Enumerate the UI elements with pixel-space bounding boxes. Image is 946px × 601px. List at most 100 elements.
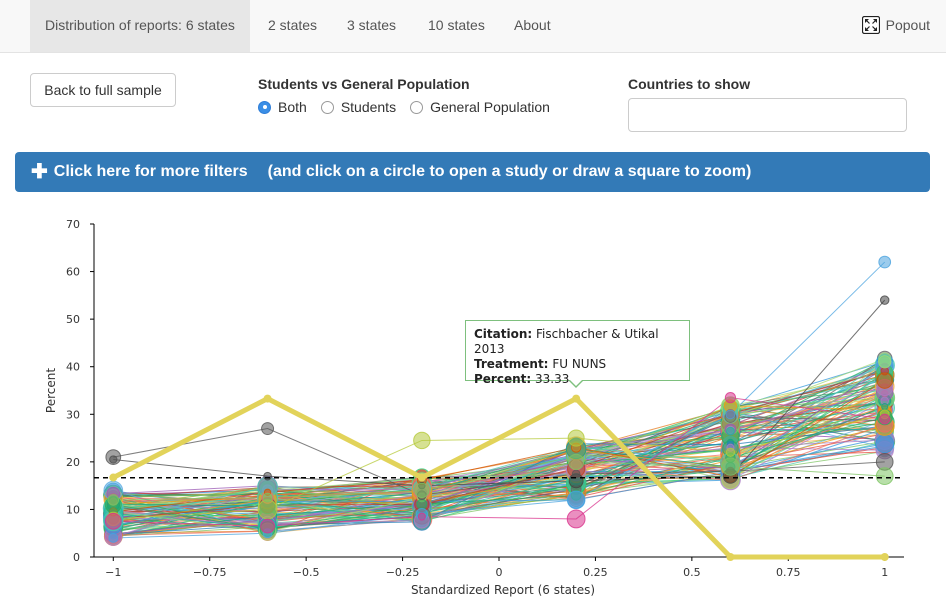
- series-point: [725, 409, 736, 420]
- series-line: [113, 371, 885, 523]
- countries-title: Countries to show: [628, 76, 751, 92]
- series-line: [113, 461, 885, 501]
- plus-icon: ✚: [31, 161, 48, 183]
- series-point: [104, 512, 122, 530]
- radio-circle[interactable]: [320, 100, 334, 114]
- tab-10-states[interactable]: 10 states: [428, 17, 485, 33]
- series-line: [113, 443, 885, 526]
- series-point: [721, 457, 740, 476]
- series-point: [876, 372, 893, 389]
- tooltip-arrow-inner: [569, 379, 583, 386]
- population-title: Students vs General Population: [258, 76, 470, 92]
- series-point: [105, 449, 122, 465]
- series-point: [414, 482, 430, 499]
- series-point: [416, 498, 428, 510]
- tab-about[interactable]: About: [514, 17, 551, 33]
- background-series-group: [113, 261, 886, 539]
- series-point: [879, 413, 891, 425]
- back-to-full-sample-button[interactable]: Back to full sample: [30, 73, 176, 107]
- radio-students[interactable]: Students: [320, 99, 397, 115]
- filter-bar-label: Click here for more filters: [53, 163, 248, 180]
- tab-2-states[interactable]: 2 states: [268, 17, 318, 33]
- series-line: [113, 261, 886, 539]
- series-point: [726, 426, 735, 436]
- y-tick-label: 50: [66, 313, 80, 326]
- radio-circle[interactable]: [410, 100, 424, 114]
- series-point: [567, 429, 585, 447]
- radio-both[interactable]: Both: [258, 99, 307, 115]
- tab-3-states[interactable]: 3 states: [347, 17, 397, 33]
- series-point: [875, 434, 895, 454]
- highlighted-series-point: [263, 394, 272, 403]
- x-tick-label: 0.75: [776, 566, 801, 579]
- expand-icon: [861, 16, 880, 34]
- navbar: Distribution of reports: 6 states 2 stat…: [0, 0, 946, 53]
- y-tick-label: 10: [66, 503, 80, 516]
- more-filters-bar[interactable]: ✚ Click here for more filters (and click…: [15, 152, 930, 192]
- countries-input[interactable]: [628, 98, 907, 132]
- x-tick-label: 1: [881, 566, 888, 579]
- series-point: [571, 469, 581, 479]
- y-tick-label: 0: [73, 551, 80, 564]
- population-radio-group: Both Students General Population: [258, 99, 564, 115]
- highlighted-series-point: [109, 473, 118, 482]
- series-point: [262, 492, 273, 503]
- series-point: [413, 431, 431, 450]
- filter-bar-hint: (and click on a circle to open a study o…: [267, 163, 752, 180]
- popout-button[interactable]: Popout: [861, 16, 930, 34]
- series-point: [261, 422, 275, 436]
- y-tick-label: 20: [66, 456, 80, 469]
- series-point: [260, 518, 275, 534]
- x-tick-label: 0: [496, 566, 503, 579]
- series-point: [875, 467, 894, 486]
- series-line: [113, 380, 885, 513]
- tooltip-treatment-key: Treatment:: [474, 357, 549, 371]
- tooltip-citation-value: Fischbacher & Utikal 2013: [474, 327, 659, 356]
- highlighted-series-point: [572, 394, 581, 403]
- series-point: [879, 295, 890, 305]
- radio-circle-checked[interactable]: [258, 100, 271, 114]
- y-tick-label: 70: [66, 218, 80, 231]
- highlighted-series-point: [880, 553, 889, 561]
- series-points-group: [102, 255, 896, 546]
- highlighted-series-point: [726, 553, 735, 561]
- x-axis-title: Standardized Report (6 states): [411, 583, 595, 597]
- highlighted-series-point: [417, 473, 426, 482]
- series-line: [113, 428, 885, 496]
- series-point: [566, 490, 586, 510]
- series-point: [568, 453, 585, 470]
- radio-general-population[interactable]: General Population: [410, 99, 550, 115]
- x-tick-label: 0.25: [583, 566, 608, 579]
- y-tick-label: 40: [66, 361, 80, 374]
- series-point: [263, 471, 272, 481]
- report-distribution-chart[interactable]: 0 10 20 30 40 50 60 70 −1 −0.75 −0.5 −0.25 0 0.25 0.5 0…: [0, 200, 946, 601]
- tooltip-treatment-value: FU NUNS: [552, 357, 607, 371]
- series-point: [878, 255, 892, 269]
- series-line: [113, 408, 885, 520]
- y-tick-label: 30: [66, 408, 80, 421]
- y-axis-title: Percent: [44, 368, 58, 413]
- radio-label-general-population: General Population: [430, 99, 550, 115]
- highlighted-series-line: [112, 396, 885, 560]
- tooltip-citation-key: Citation:: [474, 327, 533, 341]
- series-line: [113, 421, 885, 530]
- tooltip-percent-value: 33.33: [535, 372, 570, 386]
- series-line: [113, 402, 885, 511]
- series-point: [108, 533, 119, 543]
- series-point: [107, 494, 120, 506]
- series-line: [113, 299, 886, 487]
- y-tick-label: 60: [66, 266, 80, 279]
- x-tick-label: −0.25: [386, 566, 420, 579]
- series-line: [113, 397, 885, 527]
- tooltip-percent-key: Percent:: [474, 372, 532, 386]
- series-line: [113, 406, 885, 507]
- tab-distribution-6-states[interactable]: Distribution of reports: 6 states: [30, 0, 250, 52]
- series-point: [881, 402, 889, 411]
- series-point: [724, 392, 737, 404]
- radio-label-students: Students: [340, 99, 397, 115]
- x-tick-label: 0.5: [683, 566, 701, 579]
- series-line: [113, 418, 885, 498]
- popout-label: Popout: [885, 17, 930, 33]
- series-point: [878, 355, 892, 369]
- series-line: [113, 393, 885, 501]
